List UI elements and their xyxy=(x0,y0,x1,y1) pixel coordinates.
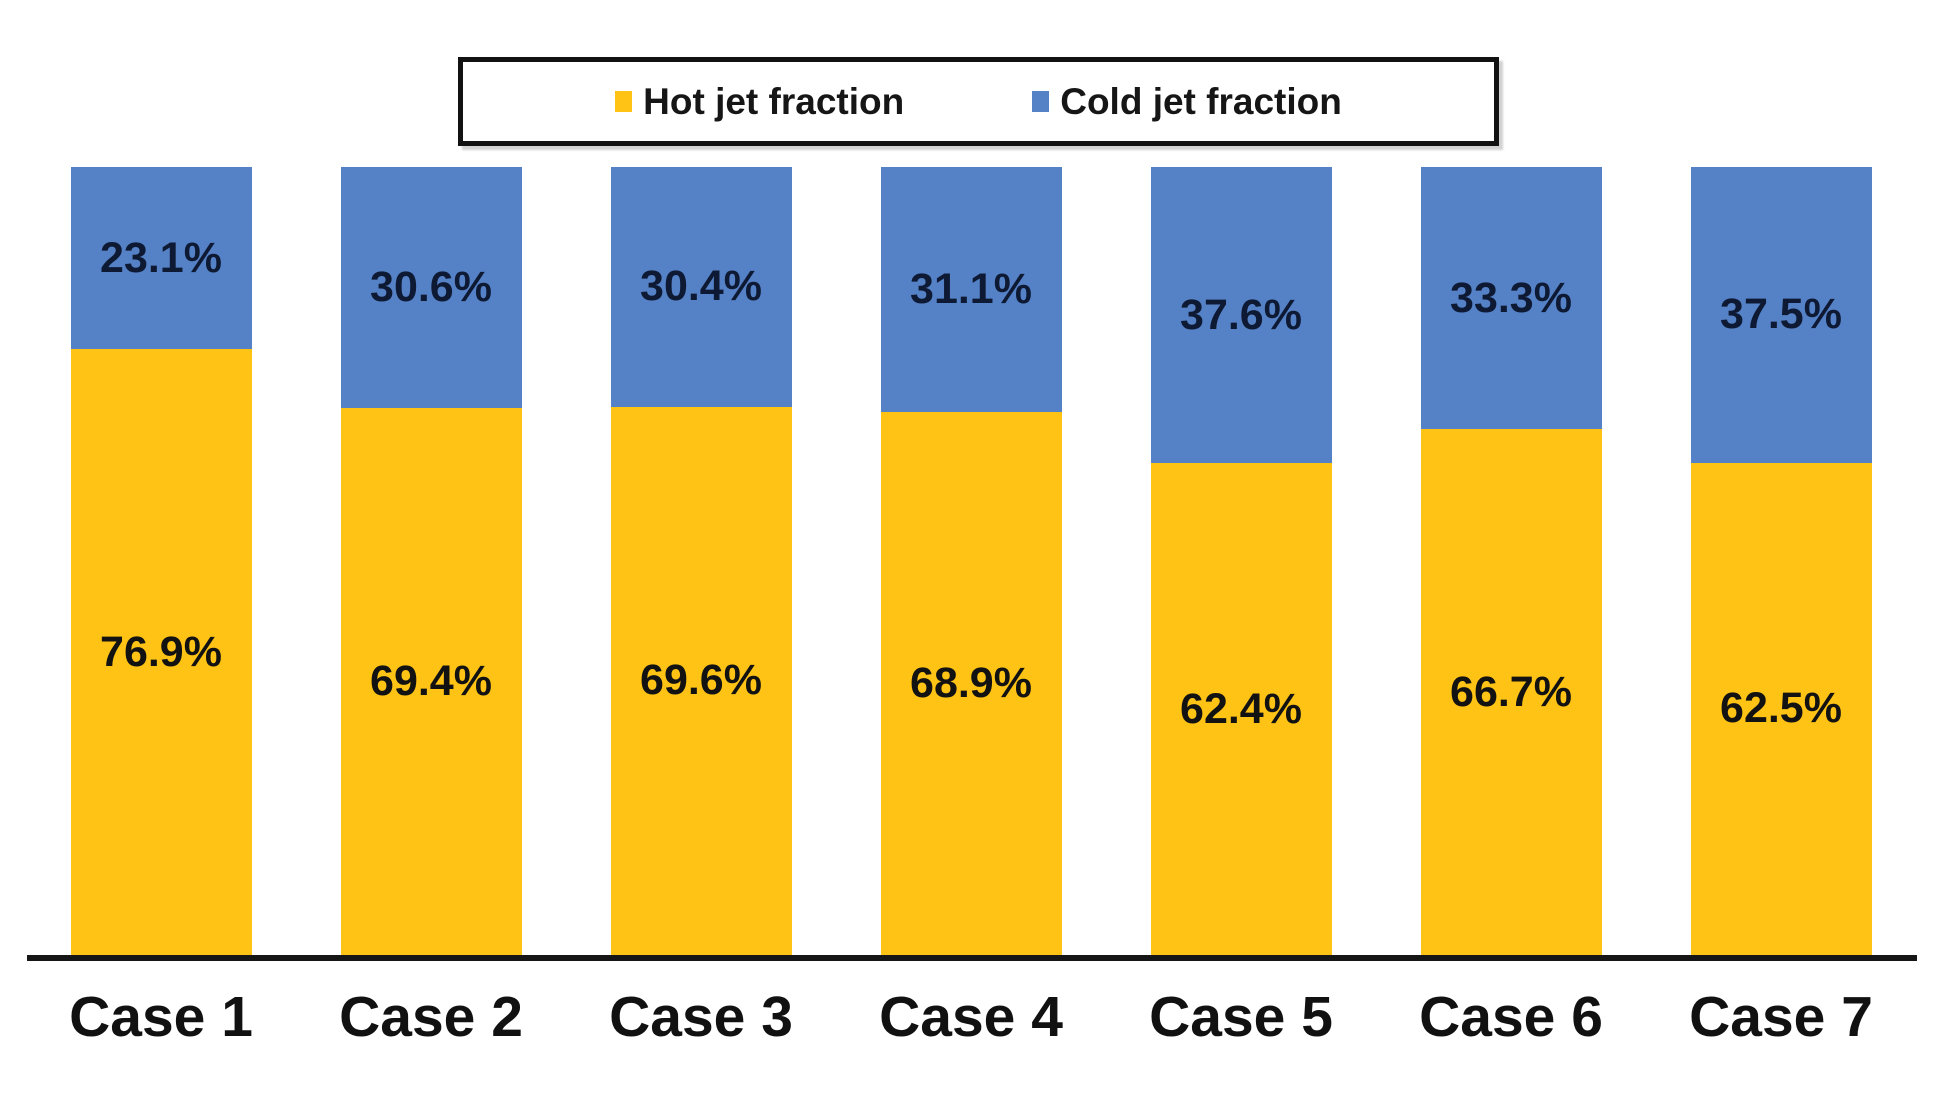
x-label-3: Case 3 xyxy=(609,985,793,1049)
cold-segment: 37.5% xyxy=(1690,167,1872,463)
legend-item-cold: Cold jet fraction xyxy=(1032,81,1342,123)
hot-segment: 69.4% xyxy=(340,408,522,955)
hot-segment: 62.4% xyxy=(1150,463,1332,955)
cold-value-label: 30.6% xyxy=(370,263,492,312)
hot-value-label: 69.4% xyxy=(370,657,492,706)
legend-label-hot: Hot jet fraction xyxy=(643,80,905,122)
x-axis-labels: Case 1 Case 2 Case 3 Case 4 Case 5 Case 6 Case… xyxy=(0,986,1957,1066)
hot-segment: 76.9% xyxy=(70,349,252,955)
cold-segment: 33.3% xyxy=(1420,167,1602,430)
cold-value-label: 37.5% xyxy=(1720,290,1842,339)
hot-value-label: 62.4% xyxy=(1180,684,1302,733)
hot-segment: 62.5% xyxy=(1690,462,1872,955)
hot-value-label: 68.9% xyxy=(910,659,1032,708)
x-label-6: Case 6 xyxy=(1419,985,1603,1049)
x-label-4: Case 4 xyxy=(879,985,1063,1049)
cold-segment: 23.1% xyxy=(70,167,252,350)
cold-value-label: 33.3% xyxy=(1450,273,1572,322)
x-axis-line xyxy=(27,955,1917,961)
hot-segment: 68.9% xyxy=(880,412,1062,955)
plot-area: 23.1% 76.9% 30.6% 69.4% 30.4% 69.6% 31.1% 68.9%… xyxy=(0,167,1957,955)
bar-case-4: 31.1% 68.9% xyxy=(880,167,1062,955)
hot-value-label: 66.7% xyxy=(1450,667,1572,716)
bar-case-3: 30.4% 69.6% xyxy=(610,167,792,955)
hot-segment: 66.7% xyxy=(1420,429,1602,955)
hot-segment: 69.6% xyxy=(610,406,792,955)
hot-value-label: 76.9% xyxy=(100,627,222,676)
cold-segment: 31.1% xyxy=(880,167,1062,413)
bar-case-5: 37.6% 62.4% xyxy=(1150,167,1332,955)
bar-case-2: 30.6% 69.4% xyxy=(340,167,522,955)
cold-jet-swatch-icon xyxy=(1032,91,1050,112)
hot-jet-swatch-icon xyxy=(615,91,633,112)
cold-value-label: 31.1% xyxy=(910,265,1032,314)
x-label-7: Case 7 xyxy=(1689,985,1873,1049)
legend-label-cold: Cold jet fraction xyxy=(1060,80,1342,122)
x-label-1: Case 1 xyxy=(69,985,253,1049)
bar-case-7: 37.5% 62.5% xyxy=(1690,167,1872,955)
cold-value-label: 37.6% xyxy=(1180,290,1302,339)
cold-segment: 30.4% xyxy=(610,167,792,407)
cold-value-label: 23.1% xyxy=(100,233,222,282)
x-label-5: Case 5 xyxy=(1149,985,1333,1049)
hot-value-label: 62.5% xyxy=(1720,684,1842,733)
hot-value-label: 69.6% xyxy=(640,656,762,705)
x-label-2: Case 2 xyxy=(339,985,523,1049)
bar-case-1: 23.1% 76.9% xyxy=(70,167,252,955)
cold-segment: 30.6% xyxy=(340,167,522,409)
chart-legend: Hot jet fraction Cold jet fraction xyxy=(458,57,1499,146)
cold-segment: 37.6% xyxy=(1150,167,1332,464)
legend-item-hot: Hot jet fraction xyxy=(615,81,904,123)
bar-case-6: 33.3% 66.7% xyxy=(1420,167,1602,955)
cold-value-label: 30.4% xyxy=(640,262,762,311)
